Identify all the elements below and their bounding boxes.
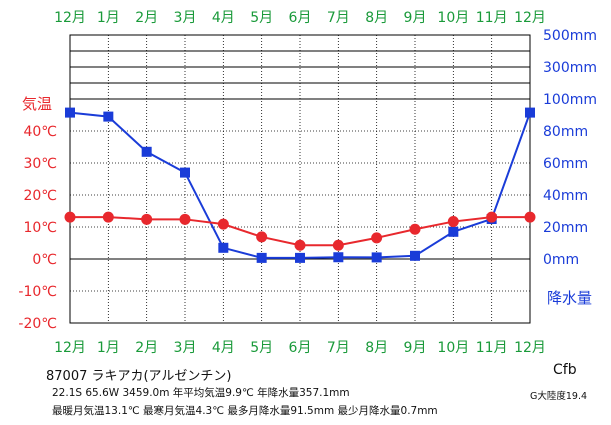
month-tick-label: 1月 — [97, 340, 120, 356]
month-tick-label: 4月 — [212, 340, 235, 356]
month-tick-label: 12月 — [514, 340, 546, 356]
temperature-tick-label: 0℃ — [32, 252, 57, 268]
month-tick-label: 7月 — [327, 10, 350, 26]
temperature-point — [409, 223, 421, 235]
temperature-tick-label: -20℃ — [18, 316, 57, 332]
precipitation-tick-label: 80mm — [543, 124, 588, 140]
precipitation-tick-label: 500mm — [543, 28, 597, 44]
precipitation-point — [448, 226, 459, 237]
precipitation-point — [103, 111, 114, 122]
month-tick-label: 4月 — [212, 10, 235, 26]
temperature-tick-label: 40℃ — [23, 124, 57, 140]
precipitation-tick-label: 0mm — [543, 252, 579, 268]
temperature-point — [486, 211, 498, 223]
temperature-tick-label: -10℃ — [18, 284, 57, 300]
precipitation-point — [256, 252, 267, 263]
temperature-point — [524, 211, 536, 223]
precipitation-point — [410, 250, 420, 261]
temperature-point — [256, 231, 268, 243]
precipitation-point — [65, 107, 75, 118]
station-location: 22.1S 65.6W 3459.0m 年平均気温9.9℃ 年降水量357.1m… — [52, 387, 350, 399]
temperature-point — [102, 211, 114, 223]
continentality-index: G大陸度19.4 — [530, 391, 588, 402]
precipitation-point — [371, 252, 382, 263]
precipitation-point — [180, 167, 190, 178]
month-tick-label: 3月 — [174, 10, 197, 26]
month-tick-label: 5月 — [250, 10, 273, 26]
station-name: 87007 ラキアカ(アルゼンチン) — [46, 369, 232, 384]
month-tick-label: 5月 — [250, 340, 273, 356]
precipitation-point — [218, 242, 229, 253]
month-tick-label: 12月 — [514, 10, 546, 26]
month-tick-label: 10月 — [437, 340, 469, 356]
temperature-axis-title: 気温 — [22, 95, 52, 113]
precipitation-ticks: 500mm 300mm 100mm 80mm 60mm 40mm 20mm 0mm — [543, 28, 597, 268]
precipitation-point — [333, 252, 344, 263]
month-tick-label: 2月 — [135, 340, 158, 356]
precipitation-tick-label: 100mm — [543, 92, 597, 108]
temperature-tick-label: 20℃ — [23, 188, 57, 204]
climate-code: Cfb — [553, 362, 577, 378]
temperature-point — [64, 211, 76, 223]
climate-summary: 最暖月気温13.1℃ 最寒月気温4.3℃ 最多月降水量91.5mm 最少月降水量… — [52, 405, 438, 417]
month-tick-label: 7月 — [327, 340, 350, 356]
month-tick-label: 8月 — [365, 10, 388, 26]
temperature-tick-label: 10℃ — [23, 220, 57, 236]
month-tick-label: 10月 — [437, 10, 469, 26]
month-tick-label: 11月 — [476, 340, 508, 356]
grid — [69, 34, 531, 324]
temperature-point — [294, 239, 306, 251]
month-tick-label: 6月 — [289, 340, 312, 356]
temperature-point — [179, 213, 191, 225]
precipitation-point — [295, 252, 305, 263]
precipitation-point — [141, 146, 152, 157]
precipitation-axis-title: 降水量 — [547, 289, 592, 307]
month-tick-label: 9月 — [404, 10, 427, 26]
precipitation-tick-label: 300mm — [543, 60, 597, 76]
month-tick-label: 6月 — [289, 10, 312, 26]
month-tick-label: 2月 — [135, 10, 158, 26]
series — [64, 107, 536, 263]
month-tick-label: 8月 — [365, 340, 388, 356]
month-tick-label: 11月 — [476, 10, 508, 26]
precipitation-tick-label: 20mm — [543, 220, 588, 236]
temperature-point — [217, 218, 229, 230]
month-tick-label: 1月 — [97, 10, 120, 26]
precipitation-point — [525, 107, 535, 118]
temperature-tick-label: 30℃ — [23, 156, 57, 172]
month-tick-label: 12月 — [54, 10, 86, 26]
month-tick-label: 12月 — [54, 340, 86, 356]
month-tick-label: 3月 — [174, 340, 197, 356]
bottom-month-ticks: 12月 1月 2月 3月 4月 5月 6月 7月 8月 9月 10月 11月 12月 — [54, 340, 546, 356]
temperature-point — [447, 216, 459, 228]
precipitation-tick-label: 40mm — [543, 188, 588, 204]
precipitation-tick-label: 60mm — [543, 156, 588, 172]
temperature-point — [141, 213, 153, 225]
top-month-ticks: 12月 1月 2月 3月 4月 5月 6月 7月 8月 9月 10月 11月 12月 — [54, 10, 546, 26]
temperature-ticks: 40℃ 30℃ 20℃ 10℃ 0℃ -10℃ -20℃ — [18, 124, 57, 332]
temperature-point — [332, 239, 344, 251]
month-tick-label: 9月 — [404, 340, 427, 356]
temperature-point — [371, 232, 383, 244]
